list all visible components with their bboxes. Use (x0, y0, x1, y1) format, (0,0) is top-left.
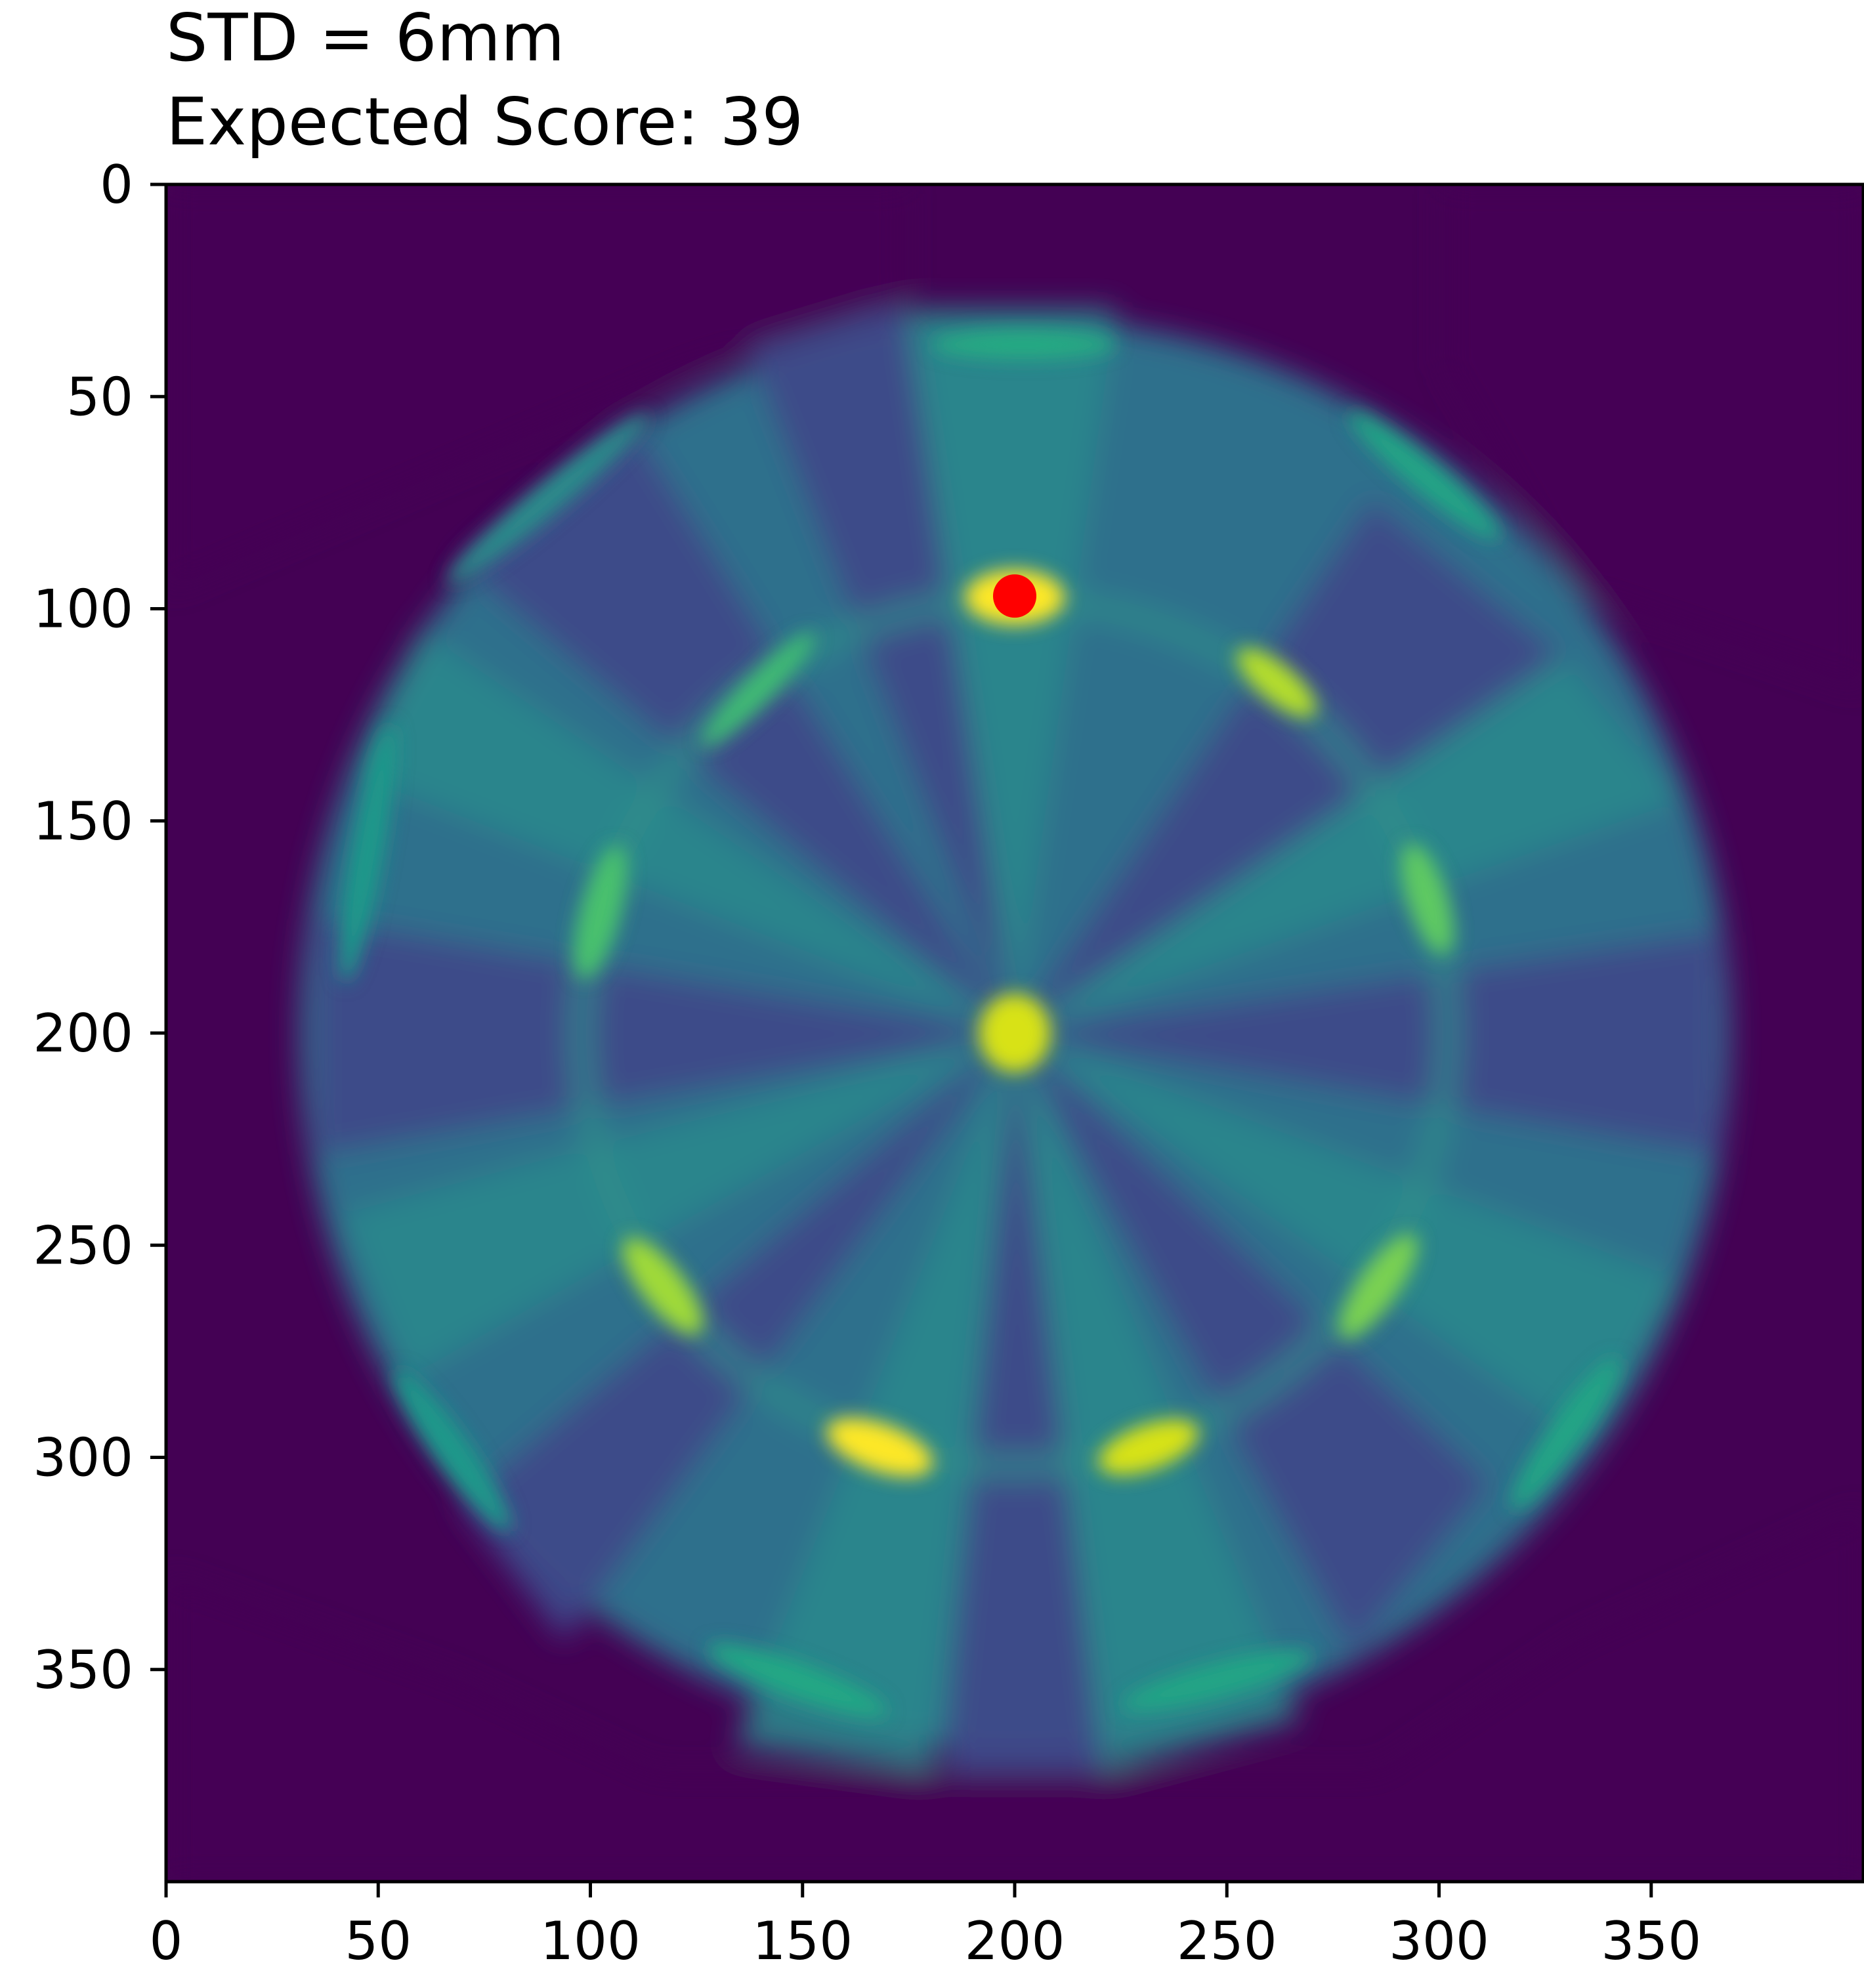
y-axis-ticks: 0 50 100 150 200 250 300 350 (33, 154, 166, 1701)
chart-title-line-2: Expected Score: 39 (166, 83, 803, 160)
hot-spot-top-outer (932, 330, 1116, 359)
y-tick-label: 300 (33, 1428, 133, 1489)
hot-spot-bottom-left-triple (826, 1418, 933, 1477)
y-tick-label: 0 (100, 154, 133, 215)
hot-spot-left-triple (574, 845, 627, 979)
hot-spot-left-lower-outer (394, 1369, 511, 1532)
x-tick-label: 100 (540, 1911, 641, 1972)
heatmap-outer-notch-right (1444, 184, 1863, 689)
x-tick-label: 150 (752, 1911, 853, 1972)
x-axis-ticks: 0 50 100 150 200 250 300 350 (150, 1882, 1701, 1972)
heatmap-hot-spots (339, 330, 1620, 1717)
y-tick-label: 50 (66, 366, 133, 427)
x-tick-label: 250 (1177, 1911, 1277, 1972)
x-tick-label: 300 (1389, 1911, 1489, 1972)
hot-spot-bull (979, 994, 1051, 1072)
hot-spot-lower-right-outer (1510, 1358, 1620, 1510)
hot-spot-bottom-right-triple (1098, 1419, 1199, 1475)
y-tick-label: 250 (33, 1215, 133, 1276)
optimal-aim-marker (993, 574, 1036, 618)
hot-spot-left-outer (339, 723, 396, 983)
hot-spot-bottom-right-outer (1122, 1649, 1313, 1711)
x-tick-label: 50 (345, 1911, 412, 1972)
y-tick-label: 100 (33, 579, 133, 640)
hot-spot-right-triple (1401, 843, 1454, 955)
heatmap-area (166, 184, 1863, 1882)
heatmap-outer-notch-bottom (166, 1510, 1863, 1881)
hot-spot-upper-left-triple (701, 632, 815, 746)
hot-spot-upper-left-outer (447, 413, 649, 584)
x-tick-label: 350 (1601, 1911, 1701, 1972)
chart-title-line-1: STD = 6mm (166, 0, 564, 76)
hot-spot-upper-right-outer (1348, 411, 1500, 541)
heatmap-outer-notch-top-left (166, 184, 906, 591)
y-tick-label: 350 (33, 1639, 133, 1701)
heatmap-bright-wedges (341, 308, 1680, 1772)
hot-spot-bottom-left-outer (708, 1643, 887, 1717)
y-tick-label: 150 (33, 791, 133, 852)
x-tick-label: 200 (965, 1911, 1065, 1972)
hot-spot-upper-right-triple (1237, 648, 1317, 717)
x-tick-label: 0 (150, 1911, 183, 1972)
hot-spot-left-lower-triple (623, 1238, 703, 1335)
hot-spot-lower-right-triple (1339, 1234, 1418, 1339)
y-tick-label: 200 (33, 1003, 133, 1064)
